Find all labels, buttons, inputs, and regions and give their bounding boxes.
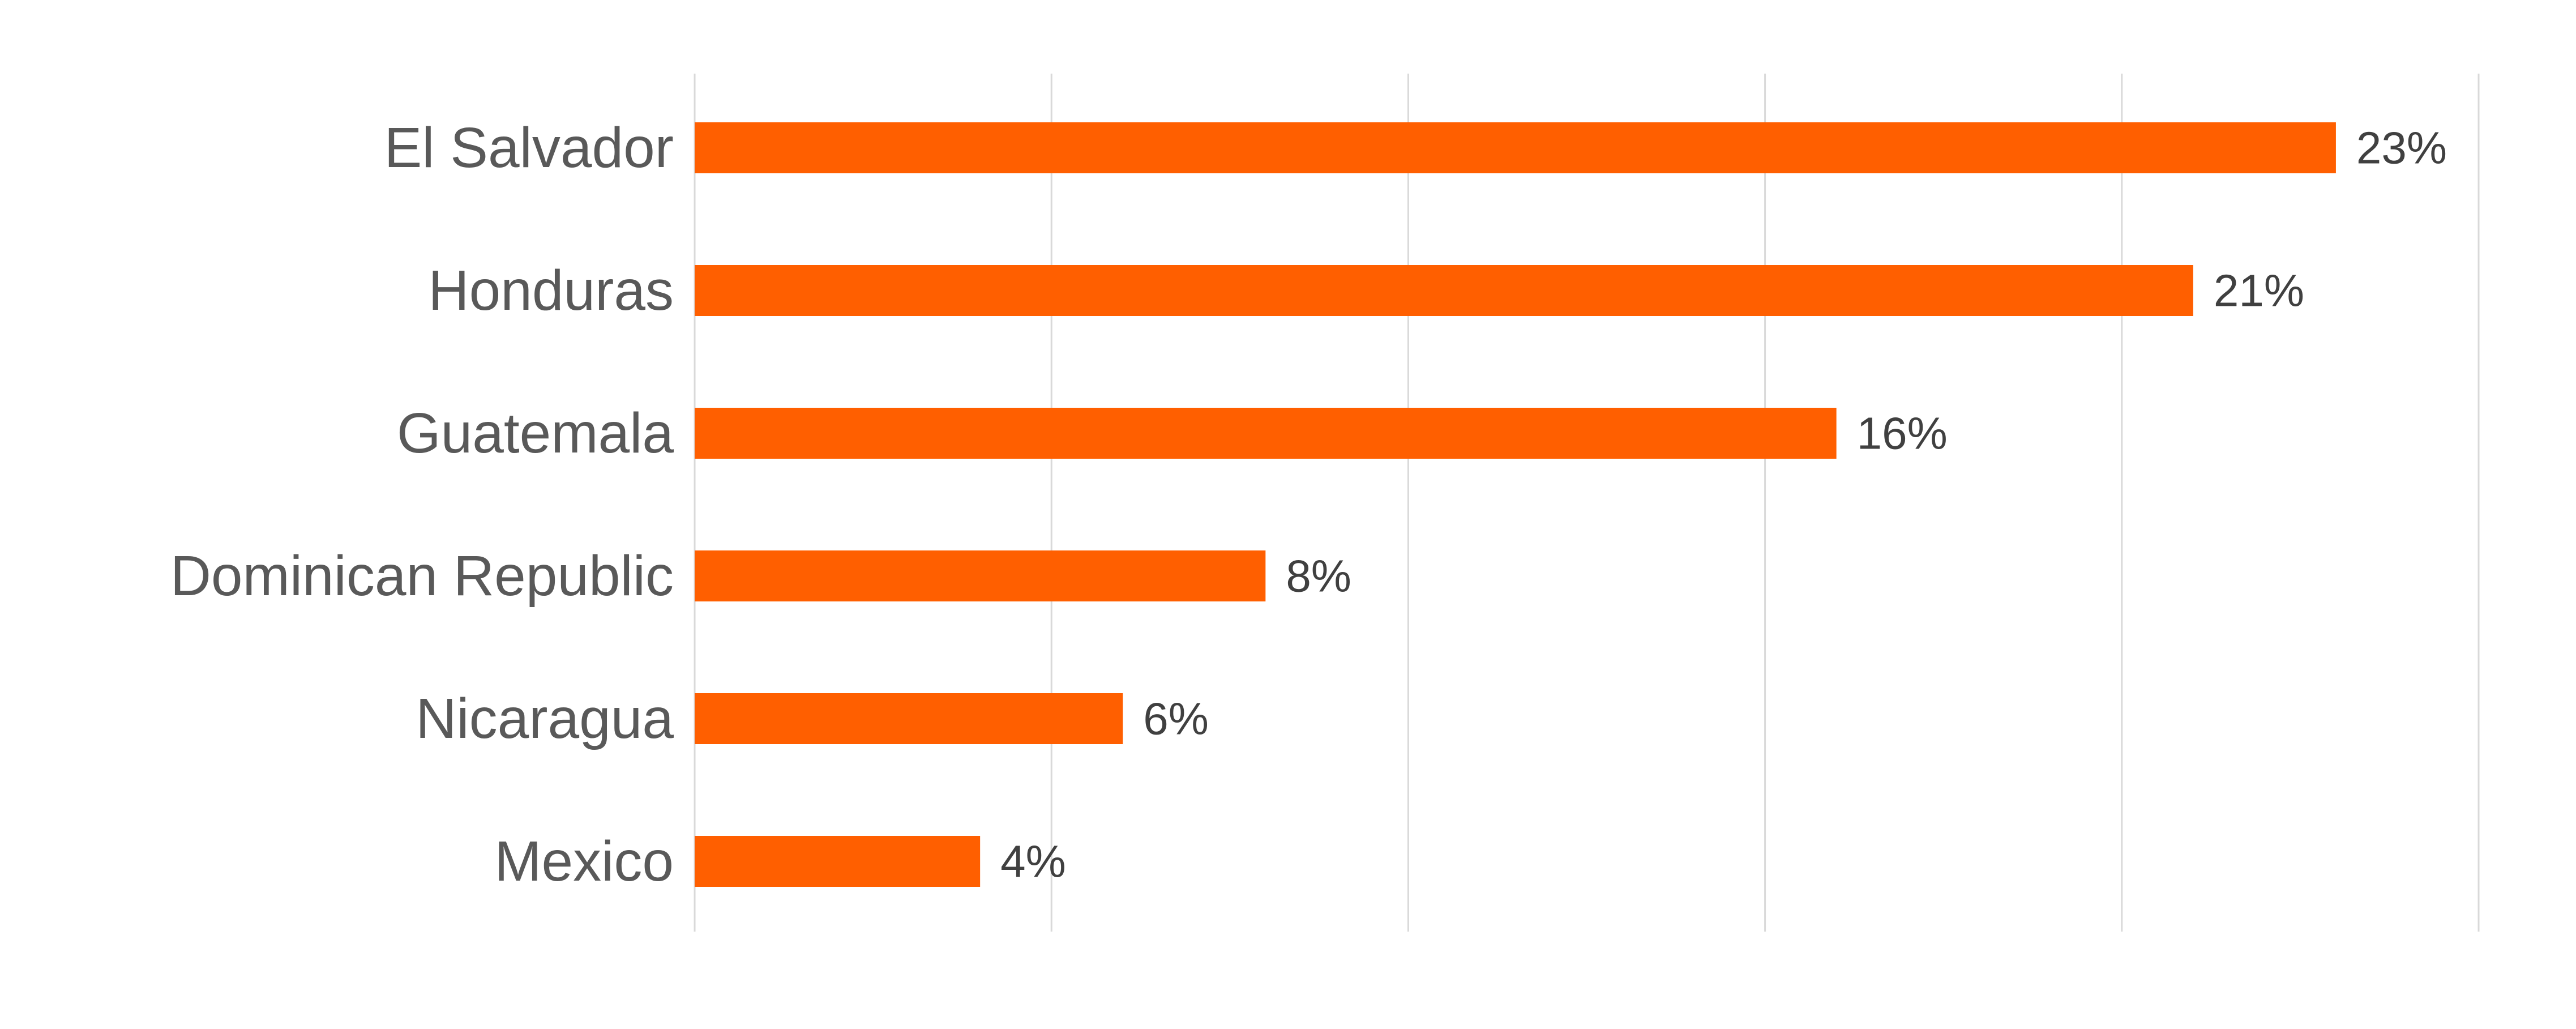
- data-label: 6%: [1143, 694, 1209, 744]
- data-label: 8%: [1286, 551, 1351, 601]
- data-label: 21%: [2214, 266, 2304, 316]
- category-label: Honduras: [428, 259, 674, 322]
- bars: [695, 122, 2336, 887]
- category-label: Dominican Republic: [170, 544, 674, 608]
- category-labels: El Salvador Honduras Guatemala Dominican Re…: [170, 116, 674, 893]
- bar-honduras: [695, 265, 2193, 316]
- data-label: 23%: [2356, 123, 2447, 173]
- bar-nicaragua: [695, 693, 1123, 744]
- category-label: Mexico: [494, 830, 674, 893]
- data-label: 4%: [1000, 836, 1066, 887]
- category-label: Nicaragua: [416, 687, 674, 750]
- bar-dominican-republic: [695, 550, 1266, 601]
- bar-el-salvador: [695, 122, 2336, 173]
- data-label: 16%: [1857, 408, 1948, 459]
- category-label: Guatemala: [397, 402, 674, 465]
- bar-mexico: [695, 836, 981, 887]
- gridlines: [694, 74, 2480, 932]
- category-label: El Salvador: [384, 116, 674, 180]
- bar-guatemala: [695, 408, 1837, 459]
- data-labels: 23% 21% 16% 8% 6% 4%: [1000, 123, 2447, 887]
